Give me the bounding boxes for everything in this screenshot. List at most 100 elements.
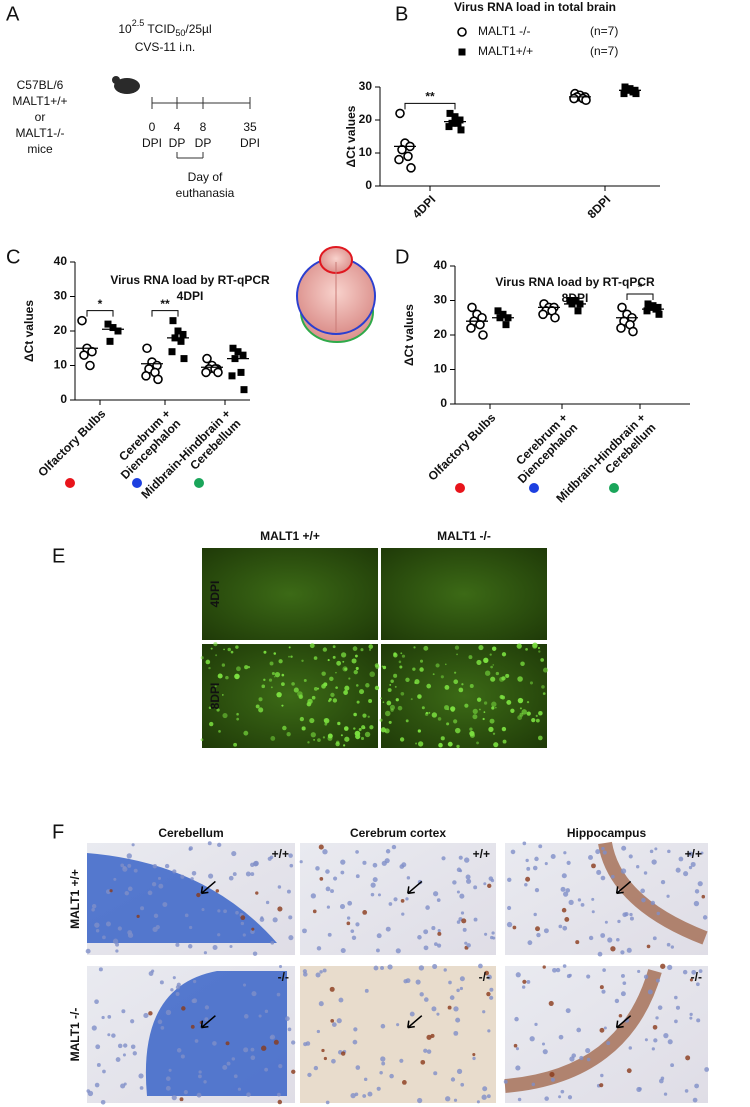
genotype-tag: +/+	[473, 847, 490, 861]
fluorescence-spot	[390, 679, 394, 684]
fluorescence-spot	[332, 698, 338, 703]
cell-nucleus	[426, 1034, 432, 1040]
fluorescence-spot	[482, 717, 485, 721]
cell-nucleus	[436, 898, 441, 902]
cell-nucleus	[488, 876, 494, 881]
cell-nucleus	[489, 995, 494, 1000]
cell-nucleus	[152, 926, 158, 932]
cell-nucleus	[552, 967, 557, 973]
cell-nucleus	[431, 1006, 437, 1012]
cell-nucleus	[481, 1094, 487, 1100]
data-point	[574, 307, 582, 315]
fluorescence-spot	[428, 711, 431, 714]
cell-nucleus	[534, 888, 540, 893]
cell-nucleus	[340, 859, 346, 865]
cell-nucleus	[575, 940, 580, 945]
data-point	[454, 119, 462, 127]
fluorescence-spot	[278, 659, 283, 664]
cell-nucleus	[626, 1068, 632, 1074]
fluorescence-spot	[412, 667, 416, 671]
cell-nucleus	[437, 929, 441, 933]
data-point	[445, 123, 453, 131]
cell-nucleus	[277, 1092, 281, 1097]
fluorescence-spot	[200, 656, 204, 660]
cell-nucleus	[489, 987, 494, 992]
fluorescence-spot	[343, 726, 349, 731]
data-point	[406, 163, 416, 173]
fluorescence-spot	[537, 735, 543, 741]
cell-nucleus	[228, 875, 234, 881]
cell-nucleus	[339, 903, 346, 910]
fluorescence-spot	[495, 671, 500, 676]
fluorescence-spot	[323, 718, 328, 723]
fluorescence-spot	[368, 698, 373, 703]
timepoint-unit: DPI	[142, 136, 162, 150]
cell-nucleus	[503, 1079, 508, 1084]
cell-nucleus	[531, 1082, 536, 1087]
panel-label: D	[395, 246, 409, 268]
fluorescence-spot	[444, 705, 450, 711]
cell-nucleus	[561, 907, 567, 913]
fluorescence-spot	[274, 671, 281, 678]
y-tick-label: 20	[434, 327, 448, 341]
cell-nucleus	[622, 981, 627, 986]
fluorescence-spot	[419, 659, 424, 663]
cell-nucleus	[379, 1070, 383, 1075]
cell-nucleus	[212, 945, 218, 951]
fluorescence-spot	[313, 686, 318, 691]
cell-nucleus	[96, 1062, 101, 1067]
fluorescence-spot	[360, 736, 365, 741]
cell-nucleus	[269, 1035, 274, 1040]
data-point	[141, 371, 151, 381]
cell-nucleus	[563, 851, 567, 855]
fluorescence-spot	[307, 741, 310, 744]
cell-nucleus	[364, 988, 369, 993]
fluorescence-spot	[268, 678, 273, 682]
cell-nucleus	[482, 1010, 486, 1014]
cell-nucleus	[522, 841, 527, 846]
fluorescence-spot	[244, 665, 249, 670]
cell-nucleus	[333, 876, 338, 881]
cell-nucleus	[663, 1092, 668, 1096]
fluorescence-spot	[440, 675, 444, 679]
fluorescence-spot	[453, 679, 459, 685]
cell-nucleus	[380, 1056, 386, 1062]
y-tick-label: 40	[54, 254, 68, 268]
pyramidal-layer	[598, 841, 708, 945]
cell-nucleus	[532, 865, 538, 871]
cell-nucleus	[323, 1056, 327, 1061]
cell-nucleus	[350, 929, 355, 934]
fluorescence-spot	[395, 698, 399, 702]
cell-nucleus	[152, 863, 158, 869]
data-point	[179, 330, 187, 338]
fluorescence-spot	[247, 665, 251, 669]
cell-nucleus	[393, 897, 398, 902]
fluorescence-spot	[208, 706, 212, 710]
fluorescence-spot	[447, 741, 453, 747]
fluorescence-spot	[343, 744, 346, 747]
data-point	[201, 367, 211, 378]
cell-nucleus	[484, 932, 488, 936]
cell-nucleus	[250, 1047, 255, 1052]
cell-nucleus	[326, 905, 330, 909]
fluorescence-spot	[386, 700, 392, 706]
cell-nucleus	[461, 918, 467, 924]
cell-nucleus	[355, 850, 359, 854]
fluorescence-spot	[453, 719, 458, 724]
cell-nucleus	[464, 857, 470, 863]
cell-nucleus	[191, 871, 197, 876]
cell-nucleus	[568, 899, 574, 906]
cell-nucleus	[670, 945, 675, 949]
cell-nucleus	[443, 968, 447, 972]
fluorescence-spot	[478, 644, 484, 651]
fluorescence-spot	[444, 663, 447, 666]
arrow	[407, 1015, 423, 1029]
cell-nucleus	[685, 1055, 691, 1061]
fluorescence-spot	[299, 716, 304, 722]
cell-nucleus	[115, 949, 119, 953]
cell-nucleus	[352, 1039, 358, 1045]
cell-nucleus	[696, 982, 700, 987]
cell-nucleus	[544, 862, 548, 866]
cell-nucleus	[491, 931, 495, 935]
fluorescence-spot	[379, 718, 383, 722]
